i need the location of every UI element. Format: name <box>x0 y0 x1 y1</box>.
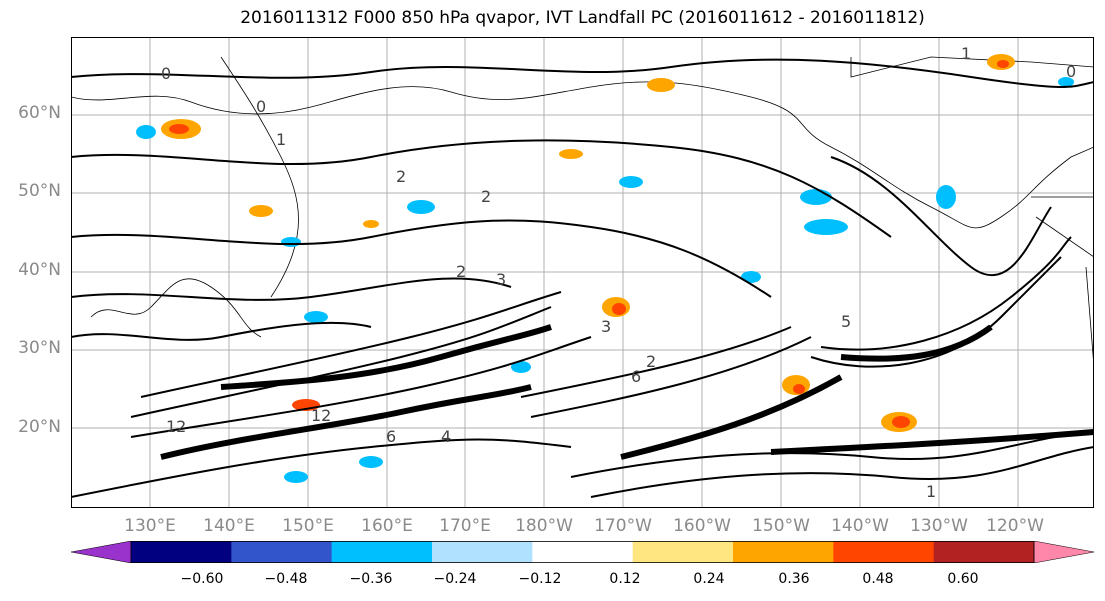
colorbar-tick-label: 0.48 <box>862 571 894 587</box>
colorbar-segment <box>131 541 232 563</box>
lon-label: 140°W <box>831 516 889 536</box>
contour-label: 12 <box>166 417 186 436</box>
lat-label: 50°N <box>18 181 61 201</box>
lon-label: 170°E <box>439 516 491 536</box>
contour-label: 2 <box>481 187 491 206</box>
colorbar-segment <box>933 541 1035 563</box>
map-frame <box>71 37 1094 508</box>
lon-label: 170°W <box>594 516 652 536</box>
contour-label: 1 <box>926 482 936 501</box>
contour-label-group: 0 0 1 1 2 2 2 2 3 3 4 5 6 6 12 12 0 1 <box>161 44 1076 501</box>
colorbar-tick-label: −0.48 <box>264 571 308 587</box>
qvapor-anomaly-fills <box>136 54 1074 483</box>
contour-label: 2 <box>456 262 466 281</box>
graticule <box>71 37 1094 508</box>
contour-label: 12 <box>311 406 331 425</box>
lon-label: 150°W <box>752 516 810 536</box>
colorbar-tick-label: 0.60 <box>947 571 979 587</box>
colorbar-segment <box>632 541 734 563</box>
lon-label: 180°W <box>515 516 573 536</box>
contour-label: 2 <box>646 352 656 371</box>
colorbar-tick-label: 0.36 <box>778 571 810 587</box>
colorbar-tick-label: 0.12 <box>609 571 641 587</box>
ivt-contours <box>71 58 1094 498</box>
colorbar-tick-label: −0.60 <box>180 571 224 587</box>
ivt-contours-thick <box>160 324 1094 460</box>
contour-label: 1 <box>276 130 286 149</box>
contour-label: 0 <box>161 64 171 83</box>
colorbar-frame <box>130 541 1035 563</box>
colorbar-segment <box>833 541 935 563</box>
contour-label: 0 <box>256 97 266 116</box>
lon-label: 140°E <box>203 516 255 536</box>
lon-label: 130°W <box>910 516 968 536</box>
contour-label: 1 <box>961 44 971 63</box>
lat-label: 20°N <box>18 417 61 437</box>
colorbar-segments <box>71 541 1094 563</box>
colorbar <box>71 541 1094 563</box>
lat-label: 40°N <box>18 260 61 280</box>
lat-label: 30°N <box>18 338 61 358</box>
colorbar-segment <box>231 541 333 563</box>
contour-label: 2 <box>396 167 406 186</box>
contour-label: 3 <box>601 317 611 336</box>
contour-label: 0 <box>1066 62 1076 81</box>
lon-label: 160°E <box>361 516 413 536</box>
lat-label: 60°N <box>18 103 61 123</box>
colorbar-segment <box>733 541 834 563</box>
map-canvas: 0 0 1 1 2 2 2 2 3 3 4 5 6 6 12 12 0 1 <box>71 37 1094 508</box>
colorbar-segment <box>532 541 634 563</box>
colorbar-extend-low <box>71 541 132 563</box>
contour-label: 6 <box>386 427 396 446</box>
contour-label: 3 <box>496 270 506 289</box>
colorbar-tick-label: −0.36 <box>349 571 393 587</box>
colorbar-tick-label: −0.12 <box>518 571 562 587</box>
coastlines <box>71 56 1094 368</box>
colorbar-tick-label: 0.24 <box>693 571 725 587</box>
contour-label: 6 <box>631 367 641 386</box>
map-panel: 0 0 1 1 2 2 2 2 3 3 4 5 6 6 12 12 0 1 <box>71 37 1094 508</box>
colorbar-segment <box>331 541 433 563</box>
lon-label: 120°W <box>986 516 1044 536</box>
contour-label: 4 <box>441 427 451 446</box>
lon-label: 160°W <box>673 516 731 536</box>
lon-label: 130°E <box>124 516 176 536</box>
colorbar-segment <box>432 541 533 563</box>
colorbar-tick-label: −0.24 <box>433 571 477 587</box>
contour-label: 5 <box>841 312 851 331</box>
map-title: 2016011312 F000 850 hPa qvapor, IVT Land… <box>240 8 925 28</box>
lon-label: 150°E <box>282 516 334 536</box>
colorbar-extend-high <box>1033 541 1094 563</box>
